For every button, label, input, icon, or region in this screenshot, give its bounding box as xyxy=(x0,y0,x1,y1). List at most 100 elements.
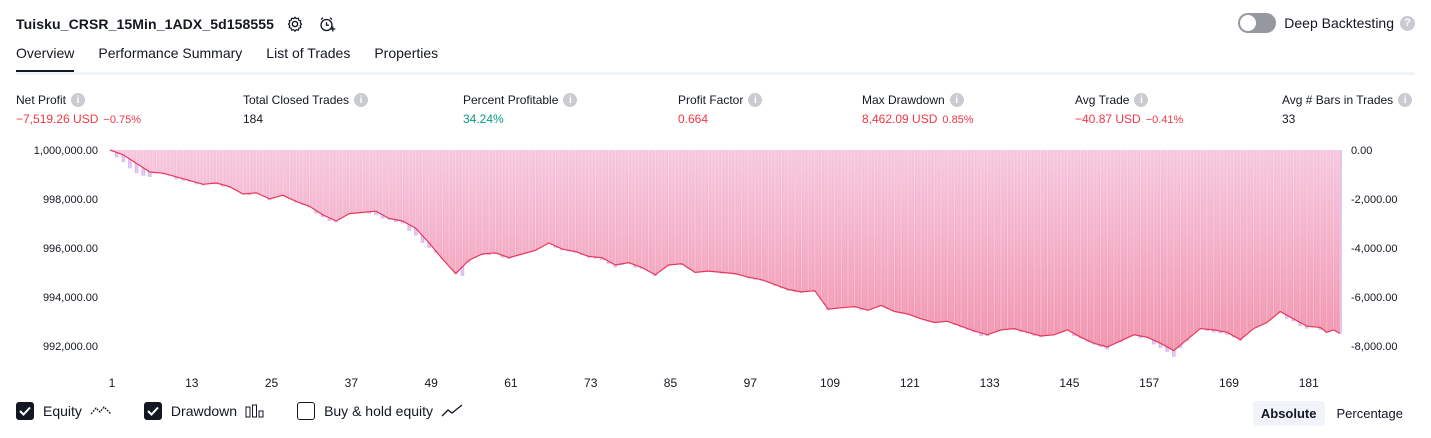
bar-gap xyxy=(867,150,869,362)
x-axis-tick: 25 xyxy=(265,376,279,390)
add-alert-icon[interactable] xyxy=(316,13,338,35)
percentage-button[interactable]: Percentage xyxy=(1336,406,1404,421)
bar-gap xyxy=(1173,150,1175,362)
bar-gap xyxy=(395,150,397,362)
stat-label: Total Closed Trades xyxy=(243,93,350,107)
equity-line-icon xyxy=(90,404,112,418)
x-axis-tick: 49 xyxy=(424,376,438,390)
bar-gap xyxy=(1286,150,1288,362)
right-axis-tick: -2,000.00 xyxy=(1351,194,1397,206)
tab-overview[interactable]: Overview xyxy=(16,45,75,73)
stat-value: 184 xyxy=(243,112,264,126)
bar-gap xyxy=(1000,150,1002,362)
bar-gap xyxy=(149,150,151,362)
bar-gap xyxy=(136,150,138,362)
help-icon[interactable]: ? xyxy=(1400,15,1415,31)
tab-properties[interactable]: Properties xyxy=(374,45,439,61)
bar-gap xyxy=(701,150,703,362)
bar-gap xyxy=(508,150,510,362)
stat-percent: 0.85% xyxy=(942,114,974,126)
bar-gap xyxy=(574,150,576,362)
bar-gap xyxy=(654,150,656,362)
x-axis-tick: 73 xyxy=(584,376,598,390)
bar-gap xyxy=(1093,150,1095,362)
buy-hold-checkbox[interactable] xyxy=(297,402,316,420)
bar-gap xyxy=(827,150,829,362)
bar-gap xyxy=(641,150,643,362)
bar-gap xyxy=(707,150,709,362)
bar-gap xyxy=(940,150,942,362)
bar-gap xyxy=(468,150,470,362)
bar-gap xyxy=(993,150,995,362)
info-icon[interactable]: i xyxy=(563,93,578,107)
bar-gap xyxy=(388,150,390,362)
bar-gap xyxy=(521,150,523,362)
bar-gap xyxy=(854,150,856,362)
info-icon[interactable]: i xyxy=(949,93,964,107)
bar-gap xyxy=(1053,150,1055,362)
legend-equity[interactable]: Equity xyxy=(16,402,112,420)
bar-gap xyxy=(1027,150,1028,362)
bar-gap xyxy=(548,150,550,362)
legend-drawdown[interactable]: Drawdown xyxy=(143,402,265,420)
stat-percent-profitable: Percent Profitable i 34.24% xyxy=(463,93,578,126)
equity-area xyxy=(110,150,1340,351)
bar-gap xyxy=(235,150,237,362)
bar-gap xyxy=(1166,150,1168,362)
tab-list-of-trades[interactable]: List of Trades xyxy=(266,45,351,61)
bar-gap xyxy=(435,150,437,362)
absolute-button[interactable]: Absolute xyxy=(1252,401,1325,426)
stat-avg-trade: Avg Trade i −40.87 USD −0.41% xyxy=(1075,93,1183,126)
stat-percent: −0.41% xyxy=(1145,114,1184,126)
bar-gap xyxy=(1326,150,1328,362)
bar-gap xyxy=(1213,150,1215,362)
bar-gap xyxy=(880,150,882,362)
info-icon[interactable]: i xyxy=(1398,93,1413,107)
x-axis-tick: 145 xyxy=(1059,376,1079,390)
info-icon[interactable]: i xyxy=(71,93,86,107)
legend-buy-hold-label: Buy & hold equity xyxy=(324,403,434,419)
bar-gap xyxy=(408,150,410,362)
stat-net-profit: Net Profit i −7,519.26 USD −0.75% xyxy=(16,93,141,126)
bar-gap xyxy=(1146,150,1148,362)
stat-value: −40.87 USD xyxy=(1075,112,1141,126)
deep-backtesting-toggle[interactable] xyxy=(1238,13,1277,33)
stat-value: 33 xyxy=(1282,112,1296,126)
legend-buy-hold[interactable]: Buy & hold equity xyxy=(297,402,463,420)
bar-gap xyxy=(162,150,164,362)
bar-gap xyxy=(535,150,536,362)
bar-gap xyxy=(455,150,457,362)
chart-legend: Equity Drawdown Buy & hold equity xyxy=(16,402,495,420)
bar-gap xyxy=(1279,150,1281,362)
equity-drawdown-chart[interactable]: 1,000,000.00 998,000.00 996,000.00 994,000.… xyxy=(0,140,1431,395)
info-icon[interactable]: i xyxy=(748,93,763,107)
bar-gap xyxy=(109,150,111,362)
info-icon[interactable]: i xyxy=(354,93,369,107)
info-icon[interactable]: i xyxy=(1134,93,1149,107)
bar-gap xyxy=(568,150,570,362)
x-axis-tick: 97 xyxy=(744,376,758,390)
bar-gap xyxy=(1086,150,1088,362)
bar-gap xyxy=(1066,150,1068,362)
bar-gap xyxy=(262,150,264,362)
drawdown-checkbox[interactable] xyxy=(143,402,162,420)
stat-label: Max Drawdown xyxy=(862,93,945,107)
bar-gap xyxy=(860,150,862,362)
equity-checkbox[interactable] xyxy=(16,402,34,420)
right-axis-tick: -6,000.00 xyxy=(1351,292,1397,304)
bar-gap xyxy=(1239,150,1241,362)
bar-gap xyxy=(342,150,344,362)
gear-icon[interactable] xyxy=(284,13,306,35)
bar-gap xyxy=(581,150,583,362)
x-axis-tick: 181 xyxy=(1299,376,1319,390)
tab-performance-summary[interactable]: Performance Summary xyxy=(98,45,243,61)
bar-gap xyxy=(415,150,417,362)
bar-gap xyxy=(315,150,317,362)
bar-gap xyxy=(328,150,330,362)
x-axis-tick: 157 xyxy=(1139,376,1159,390)
bar-gap xyxy=(475,150,477,362)
bar-gap xyxy=(1100,150,1102,362)
stat-value: 34.24% xyxy=(463,112,504,126)
bar-gap xyxy=(721,150,723,362)
bar-gap xyxy=(1153,150,1155,362)
